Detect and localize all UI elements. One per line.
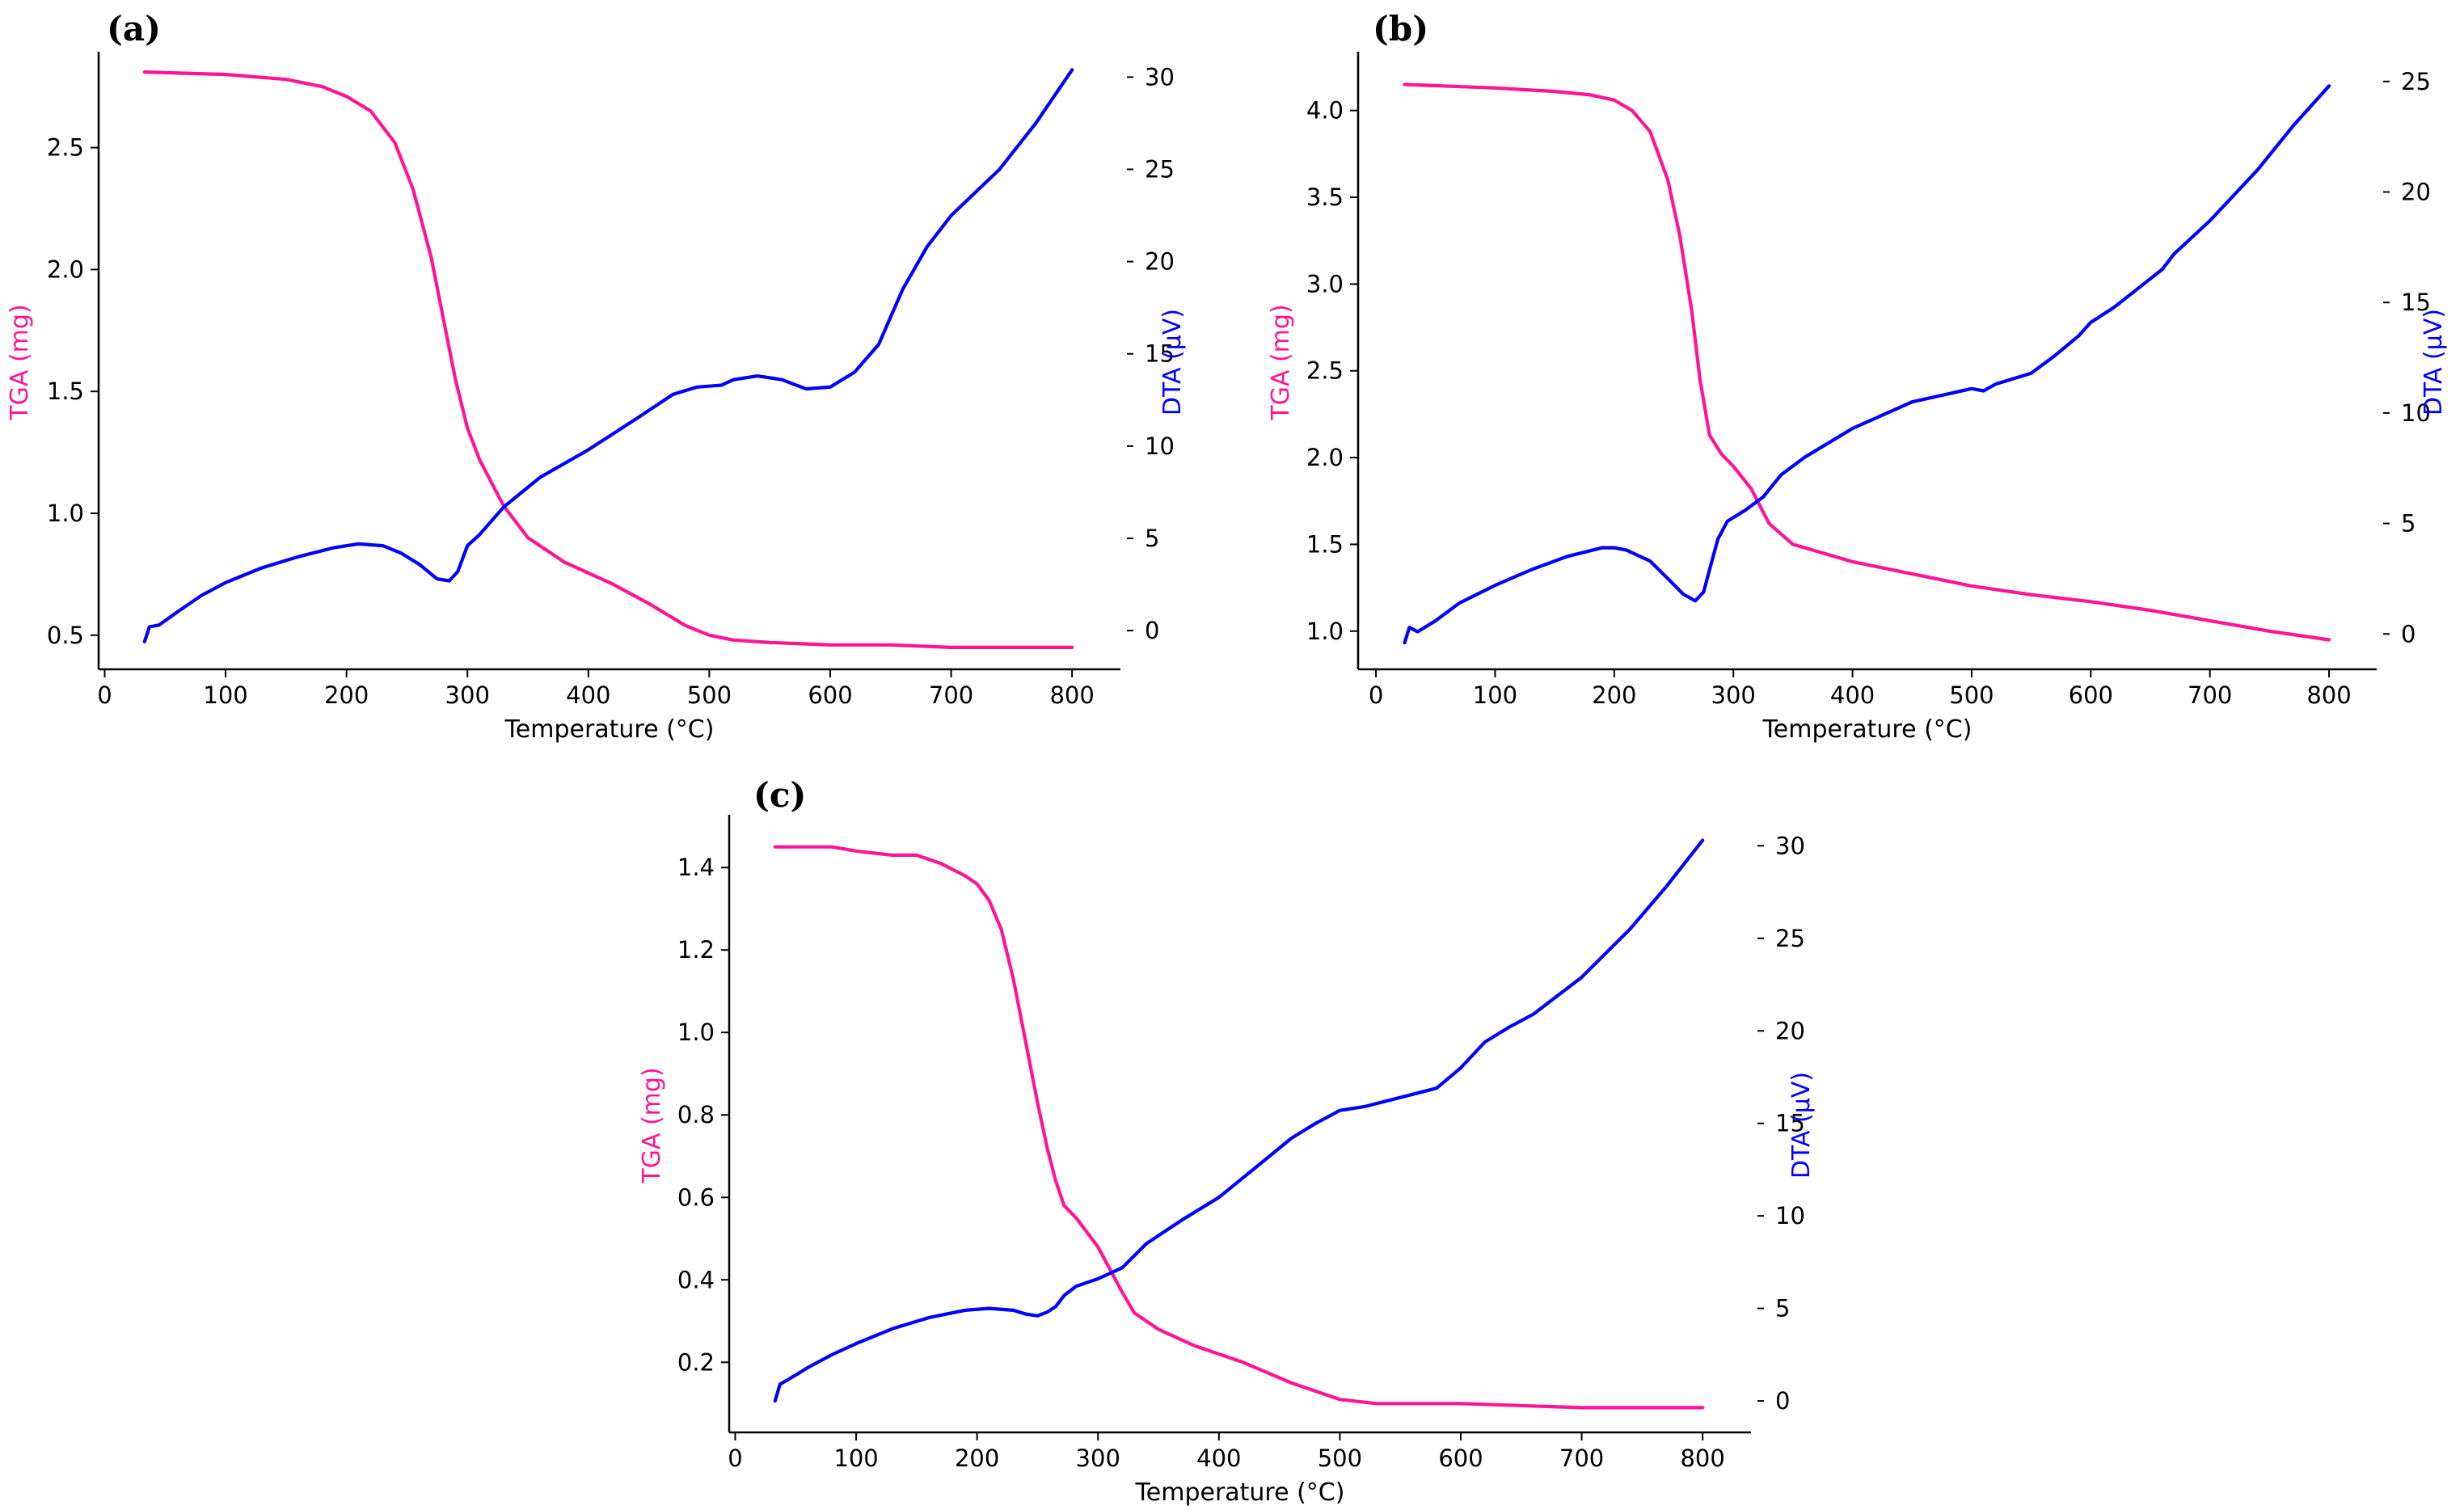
y2-tick-label: 10 — [1775, 1202, 1805, 1230]
panel-label: (c) — [753, 775, 806, 815]
x-tick-label: 400 — [1830, 681, 1875, 709]
y-tick-label: 4.0 — [1306, 97, 1344, 124]
y2-tick-label: 5 — [1775, 1295, 1790, 1322]
y-tick-label: 1.5 — [1306, 530, 1344, 558]
x-tick-label: 700 — [929, 681, 973, 709]
y-tick-label: 0.6 — [677, 1183, 715, 1211]
y-axis-title-tga: TGA (mg) — [1267, 304, 1295, 420]
y2-tick-label: 10 — [1145, 432, 1175, 460]
x-tick-label: 300 — [1711, 681, 1756, 709]
y2-tick-label: 25 — [1775, 925, 1805, 952]
y-tick-label: 1.0 — [677, 1019, 715, 1046]
series-line-dta — [142, 68, 1074, 643]
series-line-tga — [773, 845, 1705, 1410]
y2-tick-label: 20 — [2401, 178, 2431, 205]
y2-tick-label: 0 — [2401, 620, 2415, 647]
y-tick-label: 0.8 — [677, 1101, 715, 1128]
x-tick-label: 0 — [97, 681, 112, 709]
y-tick-label: 0.4 — [677, 1266, 715, 1293]
x-tick-label: 500 — [687, 681, 732, 709]
y-tick-label: 0.5 — [47, 622, 84, 649]
panel-label: (a) — [107, 9, 161, 49]
x-tick-label: 800 — [1049, 681, 1094, 709]
y-tick-label: 2.5 — [47, 134, 84, 162]
y2-tick-label: 5 — [2401, 510, 2415, 538]
charts: (a)0 100 200 300 400 500 600 700 8000.51.01.52.0… — [6, 9, 2448, 1507]
chart-panel-a: (a)0 100 200 300 400 500 600 700 8000.51.01.52.0… — [6, 9, 1187, 744]
y2-tick-label: 25 — [2401, 68, 2431, 95]
y2-tick-label: 5 — [1145, 525, 1159, 552]
y-tick-label: 1.0 — [1306, 618, 1344, 645]
x-tick-label: 600 — [2069, 681, 2113, 709]
x-tick-label: 200 — [955, 1445, 999, 1472]
x-axis-title: Temperature (°C) — [504, 715, 715, 744]
chart-panel-c: (c)0 100 200 300 400 500 600 700 8000.20.40.60.8… — [638, 775, 1816, 1507]
x-tick-label: 300 — [445, 681, 490, 709]
x-tick-label: 600 — [808, 681, 852, 709]
series-line-dta — [1403, 84, 2331, 645]
y-tick-label: 0.2 — [677, 1348, 715, 1376]
y2-tick-label: 0 — [1775, 1387, 1790, 1415]
y-tick-label: 2.0 — [47, 255, 84, 283]
y2-tick-label: 30 — [1775, 832, 1805, 859]
x-tick-label: 400 — [1196, 1445, 1241, 1472]
series-line-tga — [142, 70, 1074, 649]
x-axis-title: Temperature (°C) — [1762, 715, 1972, 744]
x-tick-label: 200 — [324, 681, 369, 709]
y-tick-label: 1.4 — [677, 854, 715, 881]
x-tick-label: 200 — [1592, 681, 1636, 709]
x-tick-label: 600 — [1438, 1445, 1483, 1472]
y-axis-title-dta: DTA (µV) — [1158, 309, 1187, 415]
x-tick-label: 0 — [1369, 681, 1383, 709]
x-tick-label: 100 — [1473, 681, 1517, 709]
series-line-dta — [773, 838, 1705, 1403]
y2-tick-label: 25 — [1145, 156, 1175, 183]
panel-label: (b) — [1373, 9, 1428, 49]
y-axis-title-tga: TGA (mg) — [638, 1067, 666, 1183]
x-tick-label: 800 — [2306, 681, 2351, 709]
x-tick-label: 500 — [1318, 1445, 1362, 1472]
x-tick-label: 100 — [833, 1445, 878, 1472]
x-tick-label: 400 — [566, 681, 610, 709]
y2-tick-label: 15 — [1775, 1110, 1805, 1137]
y-axis-title-dta: DTA (µV) — [1787, 1072, 1816, 1179]
y2-tick-label: 0 — [1145, 617, 1159, 644]
y-tick-label: 3.0 — [1306, 270, 1344, 297]
y-tick-label: 1.2 — [677, 936, 715, 964]
x-tick-label: 700 — [1559, 1445, 1604, 1472]
x-tick-label: 0 — [728, 1445, 742, 1472]
y2-tick-label: 15 — [1145, 340, 1175, 368]
y-axis-title-dta: DTA (µV) — [2420, 309, 2448, 415]
y2-tick-label: 15 — [2401, 289, 2431, 316]
y2-tick-label: 10 — [2401, 399, 2431, 427]
y-tick-label: 2.0 — [1306, 444, 1344, 471]
x-tick-label: 800 — [1680, 1445, 1724, 1472]
y-tick-label: 1.5 — [47, 378, 84, 405]
series-line-tga — [1403, 82, 2331, 642]
x-tick-label: 300 — [1076, 1445, 1120, 1472]
y-tick-label: 1.0 — [47, 500, 84, 527]
x-axis-title: Temperature (°C) — [1135, 1478, 1345, 1507]
y2-tick-label: 20 — [1775, 1017, 1805, 1044]
y2-tick-label: 30 — [1145, 63, 1175, 91]
y2-tick-label: 20 — [1145, 248, 1175, 276]
chart-panel-b: (b)0 100 200 300 400 500 600 700 8001.01.52.02.5… — [1267, 9, 2448, 744]
y-tick-label: 2.5 — [1306, 357, 1344, 385]
x-tick-label: 700 — [2188, 681, 2232, 709]
y-tick-label: 3.5 — [1306, 183, 1344, 211]
y-axis-title-tga: TGA (mg) — [6, 304, 34, 420]
x-tick-label: 500 — [1949, 681, 1994, 709]
x-tick-label: 100 — [203, 681, 247, 709]
